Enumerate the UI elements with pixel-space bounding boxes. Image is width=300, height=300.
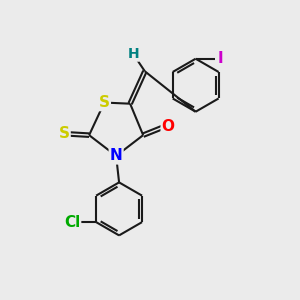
Text: H: H <box>127 46 139 61</box>
Text: I: I <box>217 51 223 66</box>
Text: S: S <box>58 126 70 141</box>
Text: N: N <box>110 148 122 164</box>
Text: Cl: Cl <box>64 214 80 230</box>
Text: O: O <box>162 119 175 134</box>
Text: S: S <box>99 95 110 110</box>
